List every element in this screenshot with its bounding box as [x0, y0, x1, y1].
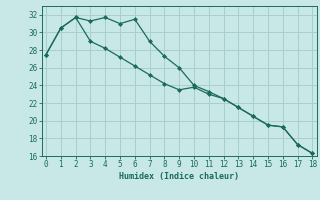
X-axis label: Humidex (Indice chaleur): Humidex (Indice chaleur): [119, 172, 239, 181]
